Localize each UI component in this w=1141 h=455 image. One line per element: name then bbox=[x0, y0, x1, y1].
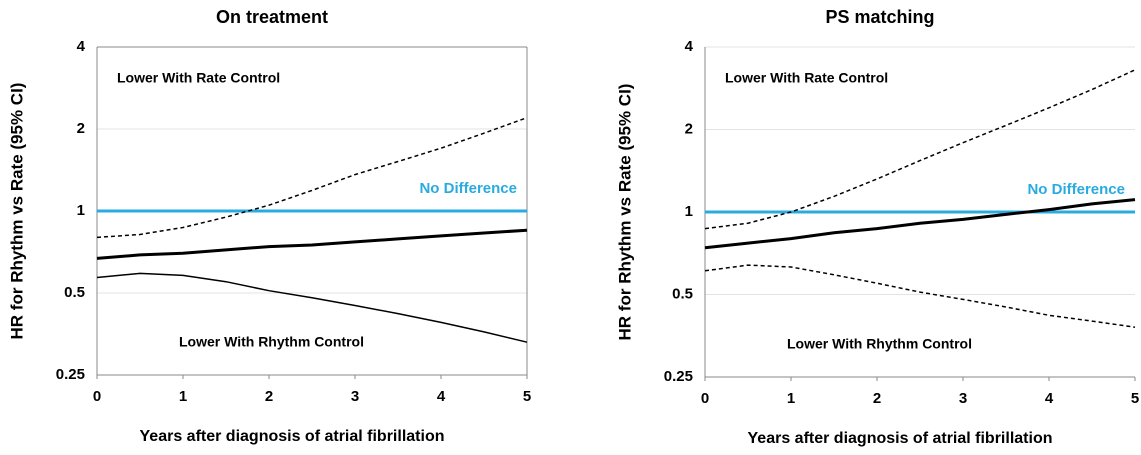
y-axis-label: HR for Rhythm vs Rate (95% CI) bbox=[615, 84, 634, 341]
x-tick-label: 1 bbox=[179, 388, 187, 405]
y-tick-label: 1 bbox=[685, 203, 693, 220]
y-tick-label: 1 bbox=[77, 202, 85, 219]
y-tick-label: 2 bbox=[77, 120, 85, 137]
reference-label: No Difference bbox=[419, 180, 517, 197]
y-tick-label: 2 bbox=[685, 120, 693, 137]
x-tick-label: 0 bbox=[701, 390, 709, 407]
x-tick-label: 5 bbox=[523, 388, 531, 405]
x-tick-label: 4 bbox=[1045, 390, 1054, 407]
y-tick-label: 0.5 bbox=[64, 284, 85, 301]
x-tick-label: 5 bbox=[1131, 390, 1139, 407]
series-line bbox=[704, 198, 1136, 250]
x-tick-label: 2 bbox=[265, 388, 273, 405]
x-tick-label: 3 bbox=[959, 390, 967, 407]
series-line bbox=[704, 264, 1136, 328]
annotation: Lower With Rate Control bbox=[117, 70, 280, 86]
y-tick-label: 0.5 bbox=[672, 285, 693, 302]
x-axis-label: Years after diagnosis of atrial fibrilla… bbox=[140, 428, 445, 445]
y-tick-label: 4 bbox=[685, 38, 694, 55]
reference-label: No Difference bbox=[1027, 181, 1125, 198]
y-tick-label: 4 bbox=[77, 38, 86, 55]
x-tick-label: 0 bbox=[93, 388, 101, 405]
x-tick-label: 3 bbox=[351, 388, 359, 405]
series-line bbox=[704, 69, 1136, 230]
x-tick-label: 2 bbox=[873, 390, 881, 407]
x-tick-label: 4 bbox=[437, 388, 446, 405]
series-line bbox=[96, 228, 528, 260]
series-line bbox=[96, 116, 528, 239]
y-tick-label: 0.25 bbox=[664, 368, 693, 385]
chart-title: PS matching bbox=[825, 7, 934, 27]
annotation: Lower With Rhythm Control bbox=[179, 334, 364, 350]
x-axis-label: Years after diagnosis of atrial fibrilla… bbox=[748, 430, 1053, 447]
y-tick-label: 0.25 bbox=[56, 366, 85, 383]
y-axis-label: HR for Rhythm vs Rate (95% CI) bbox=[7, 83, 26, 340]
series-line bbox=[96, 272, 528, 343]
chart-title: On treatment bbox=[216, 7, 328, 27]
annotation: Lower With Rhythm Control bbox=[787, 336, 972, 352]
annotation: Lower With Rate Control bbox=[725, 70, 888, 86]
x-tick-label: 1 bbox=[787, 390, 795, 407]
